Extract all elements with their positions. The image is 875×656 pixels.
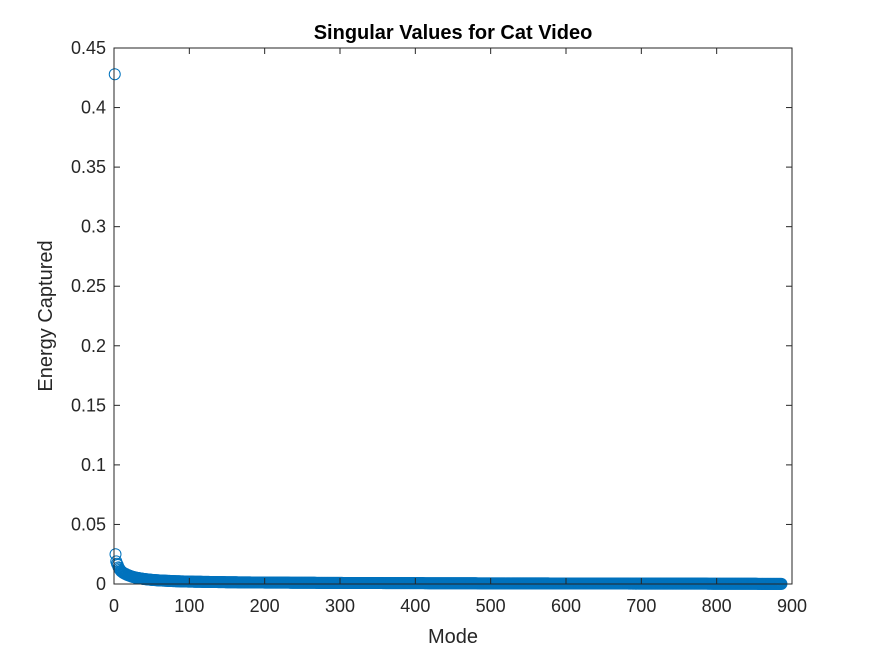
y-tick-label: 0.05	[71, 514, 106, 534]
y-tick-label: 0.4	[81, 98, 106, 118]
x-tick-label: 500	[476, 596, 506, 616]
y-tick-label: 0.35	[71, 157, 106, 177]
x-tick-label: 200	[250, 596, 280, 616]
chart-title: Singular Values for Cat Video	[314, 22, 593, 44]
data-point	[108, 68, 121, 81]
y-tick-label: 0.2	[81, 336, 106, 356]
x-axis-label: Mode	[428, 626, 478, 648]
y-axis-label: Energy Captured	[35, 240, 57, 391]
x-tick-label: 100	[174, 596, 204, 616]
x-tick-label: 300	[325, 596, 355, 616]
y-tick-label: 0.1	[81, 455, 106, 475]
y-tick-label: 0.15	[71, 395, 106, 415]
x-tick-label: 900	[777, 596, 807, 616]
axes-background	[114, 48, 792, 584]
x-tick-label: 700	[626, 596, 656, 616]
y-tick-label: 0.45	[71, 38, 106, 58]
axes-box	[113, 47, 793, 585]
y-tick-label: 0.3	[81, 217, 106, 237]
x-tick-label: 400	[400, 596, 430, 616]
x-tick-label: 0	[109, 596, 119, 616]
plot-area: 0 100 200 300 400 500 600 700 800 900 0 0.05 0.1 0.1…	[71, 38, 807, 616]
y-tick-label: 0.25	[71, 276, 106, 296]
y-axis-ticks: 0 0.05 0.1 0.15 0.2 0.25 0.3 0.35 0.4 0.45	[71, 38, 792, 594]
x-tick-label: 600	[551, 596, 581, 616]
y-tick-label: 0	[96, 574, 106, 594]
x-tick-label: 800	[702, 596, 732, 616]
x-axis-ticks: 0 100 200 300 400 500 600 700 800 900	[109, 48, 807, 616]
